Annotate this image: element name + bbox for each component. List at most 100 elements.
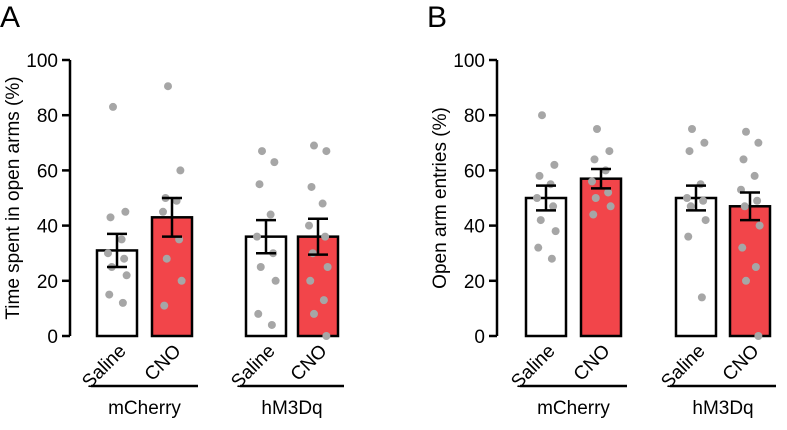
panel-b-point-3-8 (738, 243, 747, 252)
panel-a-point-0-1 (121, 207, 130, 216)
panel-b-point-0-6 (536, 216, 545, 225)
panel-b-point-1-1 (605, 147, 614, 156)
panel-b-axes: 0 20 40 60 80 100 (453, 51, 499, 348)
panel-b-point-0-3 (546, 180, 555, 189)
panel-a-point-2-6 (256, 263, 265, 271)
panel-b-bar-3 (728, 205, 772, 338)
panel-a-point-0-2 (106, 213, 115, 222)
panel-a-y-tick-label-2: 40 (37, 217, 58, 238)
panel-b-point-3-7 (755, 221, 764, 230)
panel-b-point-2-0 (688, 125, 696, 133)
panel-a-y-tick-label-0: 0 (47, 327, 58, 348)
panel-b-y-tick-label-3: 60 (464, 161, 485, 182)
panel-a-point-3-6 (308, 249, 317, 258)
panel-a-point-2-9 (267, 320, 276, 329)
panel-b-bar-0 (524, 196, 568, 338)
panel-letter-b: B (427, 1, 447, 34)
panel-a-point-3-8 (306, 276, 315, 285)
panel-a-axes: 0 20 40 60 80 100 (26, 51, 72, 348)
panel-b-point-0-1 (550, 160, 559, 169)
panel-b-point-2-2 (685, 147, 694, 156)
panel-b-y-tick-label-2: 40 (464, 217, 485, 238)
panel-a-point-0-9 (118, 298, 127, 307)
panel-b-point-3-5 (753, 196, 762, 205)
panel-b-point-2-8 (684, 232, 693, 241)
panel-a-point-3-3 (318, 199, 327, 208)
panel-b-y-tick-label-4: 80 (464, 106, 485, 127)
panel-b-point-1-2 (590, 155, 599, 164)
panel-b-point-2-6 (686, 202, 695, 211)
panel-b-point-3-9 (751, 263, 760, 271)
panel-b-point-1-4 (588, 177, 596, 186)
panel-b-bars (524, 177, 772, 338)
panel-a-error-bars (107, 196, 328, 269)
panel-a-point-1-8 (160, 301, 169, 310)
panel-a-point-0-7 (122, 271, 131, 280)
panel-b-point-2-5 (699, 196, 708, 205)
panel-a-point-0-3 (117, 235, 126, 244)
panel-a-point-0-8 (105, 290, 114, 299)
panel-a-y-tick-label-1: 20 (37, 272, 58, 293)
panel-a-point-1-7 (177, 276, 186, 285)
panel-a: 0 20 40 60 80 100 Time spent in open arms (%)… (3, 51, 344, 419)
panel-b-point-2-4 (683, 194, 691, 202)
panel-b-error-bars (536, 167, 760, 222)
panel-a-point-2-8 (254, 309, 263, 318)
panel-b-points (533, 111, 764, 340)
panel-b-point-0-7 (551, 227, 560, 236)
panel-b-y-tick-label-0: 0 (474, 327, 485, 348)
panel-a-point-0-4 (104, 249, 112, 258)
panel-b-bar-2 (674, 196, 718, 338)
panel-b-point-2-3 (696, 180, 705, 189)
panel-a-point-2-2 (255, 180, 264, 189)
panel-a-point-3-10 (310, 309, 318, 318)
panel-a-point-2-3 (266, 210, 275, 219)
panel-b-y-tick-label-5: 100 (453, 51, 485, 72)
panel-a-group-label-1: hM3Dq (261, 398, 322, 419)
panel-b-point-1-5 (604, 188, 613, 197)
panel-b-point-2-9 (697, 293, 706, 302)
panel-b-point-2-1 (700, 138, 709, 147)
panel-a-y-axis-label: Time spent in open arms (%) (3, 76, 24, 319)
panel-b-point-3-1 (754, 138, 763, 147)
panel-b-point-3-2 (739, 155, 748, 164)
panel-b-group-label-0: mCherry (537, 398, 610, 419)
panel-a-point-1-6 (162, 254, 171, 263)
panel-a-point-2-0 (258, 147, 266, 156)
panel-b-point-0-4 (533, 194, 541, 202)
panel-b-point-3-6 (740, 202, 749, 211)
panel-b-point-1-7 (606, 202, 615, 211)
panel-a-point-3-4 (305, 221, 313, 230)
panel-b-point-1-6 (591, 194, 600, 202)
panel-b-point-0-0 (538, 111, 546, 120)
panel-b-bar-1 (579, 177, 623, 338)
panel-a-point-3-0 (310, 141, 318, 150)
panel-b-point-3-3 (750, 171, 759, 180)
panel-b-point-0-8 (534, 243, 543, 252)
panel-b-point-3-10 (742, 276, 750, 285)
panel-a-point-3-5 (321, 232, 330, 241)
panel-b-point-3-0 (742, 127, 750, 136)
panel-b-point-0-9 (547, 254, 556, 263)
panel-b-y-tick-label-1: 20 (464, 272, 485, 293)
panel-a-y-tick-label-4: 80 (37, 106, 58, 127)
panel-a-point-3-9 (319, 296, 328, 305)
panel-b-category-label-3: CNO (719, 341, 764, 386)
panel-b-point-0-2 (535, 171, 544, 180)
panel-a-y-tick-label-5: 100 (26, 51, 58, 72)
panel-a-point-3-11 (322, 332, 331, 340)
panel-b-group-labels: mCherry hM3Dq (520, 384, 776, 419)
panel-b-point-1-3 (601, 166, 610, 175)
panel-a-point-0-5 (120, 254, 129, 263)
panel-b-point-1-0 (593, 125, 601, 133)
panel-a-point-3-7 (323, 263, 332, 271)
panel-b-point-3-11 (754, 332, 763, 340)
panel-a-point-2-1 (270, 158, 279, 167)
panel-a-group-labels: mCherry hM3Dq (91, 384, 344, 419)
panel-a-category-label-1: CNO (141, 341, 186, 386)
panel-a-bars (95, 216, 340, 338)
panel-a-category-label-3: CNO (287, 341, 332, 386)
panel-a-point-1-1 (176, 166, 185, 175)
